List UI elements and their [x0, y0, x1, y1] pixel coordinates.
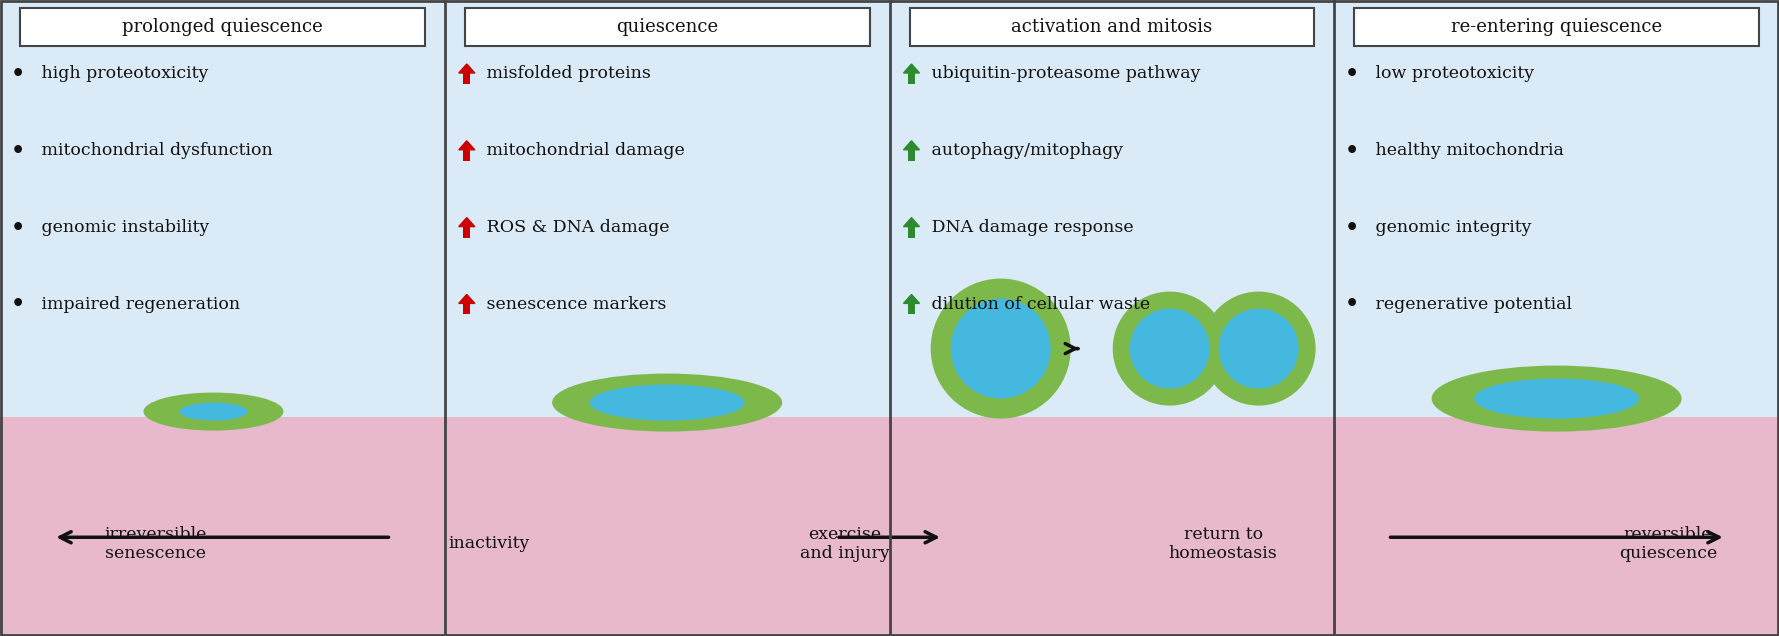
Text: •: •	[1345, 141, 1359, 161]
Text: prolonged quiescence: prolonged quiescence	[123, 18, 322, 36]
Text: mitochondrial dysfunction: mitochondrial dysfunction	[36, 142, 272, 159]
Text: •: •	[11, 64, 25, 84]
Ellipse shape	[1201, 291, 1316, 406]
Ellipse shape	[1112, 291, 1228, 406]
Bar	[0, 417, 445, 636]
Text: senescence markers: senescence markers	[480, 296, 665, 313]
Ellipse shape	[1130, 308, 1210, 389]
Polygon shape	[904, 294, 920, 303]
Ellipse shape	[950, 298, 1051, 399]
Text: reversible
quiescence: reversible quiescence	[1619, 525, 1717, 562]
Ellipse shape	[551, 373, 783, 432]
Bar	[463, 303, 470, 314]
Text: ROS & DNA damage: ROS & DNA damage	[480, 219, 669, 236]
Bar	[907, 150, 914, 161]
Bar	[890, 0, 1334, 417]
Text: •: •	[11, 294, 25, 314]
Text: irreversible
senescence: irreversible senescence	[105, 525, 206, 562]
Ellipse shape	[930, 279, 1071, 418]
Text: return to
homeostasis: return to homeostasis	[1169, 525, 1277, 562]
Polygon shape	[459, 218, 475, 226]
Text: activation and mitosis: activation and mitosis	[1010, 18, 1213, 36]
Text: high proteotoxicity: high proteotoxicity	[36, 66, 208, 83]
Text: misfolded proteins: misfolded proteins	[480, 66, 651, 83]
Polygon shape	[459, 64, 475, 73]
Polygon shape	[904, 64, 920, 73]
Ellipse shape	[1475, 378, 1638, 418]
Polygon shape	[904, 218, 920, 226]
Text: •: •	[11, 218, 25, 238]
Text: re-entering quiescence: re-entering quiescence	[1452, 18, 1662, 36]
Ellipse shape	[1432, 366, 1681, 432]
Text: healthy mitochondria: healthy mitochondria	[1370, 142, 1564, 159]
Text: •: •	[11, 141, 25, 161]
Text: low proteotoxicity: low proteotoxicity	[1370, 66, 1533, 83]
Text: ubiquitin-proteasome pathway: ubiquitin-proteasome pathway	[925, 66, 1201, 83]
Bar	[0, 0, 445, 417]
Text: •: •	[1345, 64, 1359, 84]
Text: inactivity: inactivity	[448, 536, 530, 552]
Bar	[907, 226, 914, 238]
Bar	[463, 73, 470, 84]
Text: dilution of cellular waste: dilution of cellular waste	[925, 296, 1149, 313]
Polygon shape	[459, 141, 475, 150]
FancyBboxPatch shape	[1354, 8, 1759, 46]
Bar	[907, 73, 914, 84]
Ellipse shape	[589, 385, 745, 420]
Text: regenerative potential: regenerative potential	[1370, 296, 1573, 313]
Text: autophagy/mitophagy: autophagy/mitophagy	[925, 142, 1123, 159]
FancyBboxPatch shape	[464, 8, 870, 46]
Polygon shape	[904, 141, 920, 150]
FancyBboxPatch shape	[909, 8, 1315, 46]
Text: impaired regeneration: impaired regeneration	[36, 296, 240, 313]
Text: genomic instability: genomic instability	[36, 219, 210, 236]
Bar	[907, 303, 914, 314]
Ellipse shape	[180, 403, 247, 420]
FancyBboxPatch shape	[20, 8, 425, 46]
Bar	[445, 0, 890, 417]
Bar	[1334, 417, 1779, 636]
Bar	[890, 417, 1334, 636]
Text: genomic integrity: genomic integrity	[1370, 219, 1532, 236]
Bar	[463, 150, 470, 161]
Bar	[445, 417, 890, 636]
Text: quiescence: quiescence	[616, 18, 719, 36]
Ellipse shape	[1219, 308, 1299, 389]
Bar	[1334, 0, 1779, 417]
Text: •: •	[1345, 294, 1359, 314]
Text: mitochondrial damage: mitochondrial damage	[480, 142, 685, 159]
Text: •: •	[1345, 218, 1359, 238]
Bar	[463, 226, 470, 238]
Text: DNA damage response: DNA damage response	[925, 219, 1133, 236]
Polygon shape	[459, 294, 475, 303]
Text: exercise
and injury: exercise and injury	[801, 525, 890, 562]
Ellipse shape	[144, 392, 283, 431]
